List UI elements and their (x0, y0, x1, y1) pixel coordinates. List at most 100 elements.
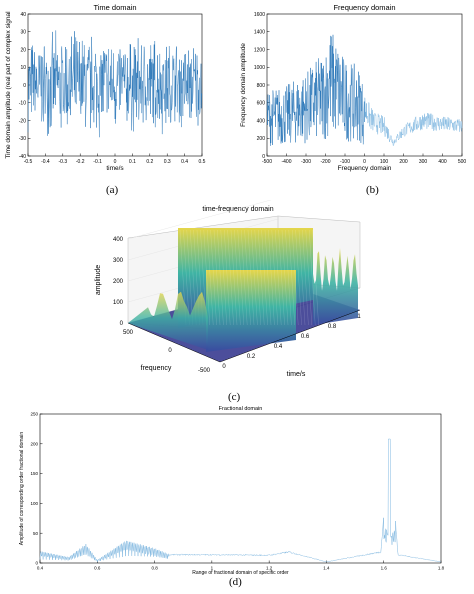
x-tick-label: 0.2 (146, 159, 153, 165)
surface-stripe (309, 229, 316, 326)
x-axis-label: time/s (106, 165, 124, 172)
surface-stripe (305, 229, 312, 326)
surface-stripe (217, 229, 224, 326)
surface-stripe (275, 229, 282, 326)
y-tick-label: 0 (35, 561, 38, 566)
x-tick-label: 1 (211, 566, 214, 571)
surface-stripe (241, 229, 248, 326)
x-tick-label: 0.4 (181, 159, 188, 165)
caption-b: (b) (366, 184, 379, 196)
surface-stripe (244, 229, 251, 326)
time-axis-label: time/s (287, 371, 306, 378)
x-tick-label: -0.5 (24, 159, 33, 165)
surface-left-waves (128, 291, 208, 350)
x-tick-label: 0 (114, 159, 117, 165)
surface-stripe (264, 229, 272, 326)
y-tick-label: -20 (19, 118, 26, 124)
surface-stripe (258, 229, 265, 326)
y-tick-label: 0 (23, 83, 26, 89)
time-tick-label: 0.2 (247, 354, 256, 360)
surface-stripe (312, 229, 319, 326)
x-tick-label: -0.1 (93, 159, 102, 165)
surface-stripe (295, 229, 302, 326)
caption-d: (d) (229, 576, 242, 588)
plot-frame (39, 413, 442, 564)
x-tick-label: 0.5 (199, 159, 206, 165)
surface-ridges (313, 248, 358, 325)
fractional-domain-chart: 0.4 0.6 0.8 1 1.2 1.4 1.6 1.8 0 50 100 150 200 250 Fra… (19, 406, 445, 576)
time-frequency-chart: time-frequency domain0100200300400amplit… (95, 200, 361, 378)
x-tick-label: 0 (363, 159, 366, 165)
y-tick-label: 200 (257, 136, 266, 142)
surface-stripe (220, 229, 227, 326)
y-tick-label: 600 (257, 101, 266, 107)
z-tick-label: 100 (113, 300, 124, 306)
x-tick-label: 1.2 (266, 566, 273, 571)
time-tick-label: 0 (222, 364, 226, 370)
surface-stripe (292, 229, 299, 326)
y-tick-label: 250 (30, 412, 38, 417)
surface-stripe (302, 229, 309, 326)
plot-frame (266, 13, 463, 157)
z-tick-label: 300 (113, 258, 124, 264)
caption-c: (c) (228, 391, 241, 403)
surface-stripe (298, 229, 306, 326)
surface-stripe (237, 229, 244, 326)
y-tick-label: 100 (30, 501, 38, 506)
surface-stripe (247, 229, 255, 326)
z-tick-label: 200 (113, 279, 124, 285)
surface-stripe (254, 229, 261, 326)
x-tick-label: 0.3 (164, 159, 171, 165)
x-axis-label: Frequency domain (338, 165, 392, 172)
surface-stripe (203, 229, 210, 326)
z-tick-label: 400 (113, 237, 124, 243)
x-tick-label: -300 (301, 159, 311, 165)
surface-stripe (227, 229, 234, 326)
y-axis-label: Amplitude of corresponding order fractio… (19, 432, 25, 546)
y-tick-label: 800 (257, 83, 266, 89)
frequency-tick-label: 500 (123, 330, 134, 336)
frequency-axis-line (127, 322, 221, 363)
y-tick-label: 40 (20, 12, 26, 18)
surface-stripe (278, 229, 285, 326)
z-tick-label: 0 (120, 321, 124, 327)
surface-stripe (183, 229, 190, 326)
time-tick-label: 1 (357, 314, 361, 320)
surface-stripe (207, 229, 214, 326)
y-tick-label: -40 (19, 154, 26, 160)
x-axis-label: Range of fractional domain of specific o… (192, 570, 289, 576)
caption-a: (a) (106, 184, 119, 196)
time-tick-label: 0.8 (328, 324, 337, 330)
x-tick-label: -400 (281, 159, 291, 165)
x-tick-label: 0.4 (37, 566, 44, 571)
x-tick-label: 1.8 (438, 566, 445, 571)
y-tick-label: 10 (20, 65, 26, 71)
surface-stripe (213, 229, 221, 326)
frequency-domain-chart: -500 -400 -300 -200 -100 0 100 200 300 400 500 0 200… (240, 3, 467, 172)
x-tick-label: 0.6 (94, 566, 101, 571)
time-tick-label: 0.6 (301, 334, 310, 340)
y-tick-label: -30 (19, 136, 26, 142)
surface-stripe (210, 229, 217, 326)
time-tick-label: 0.4 (274, 344, 283, 350)
y-tick-label: 1600 (254, 12, 265, 18)
z-grid-line (127, 200, 272, 240)
surface-stripe (271, 229, 278, 326)
y-tick-label: 0 (262, 154, 265, 160)
x-tick-label: 0.1 (129, 159, 136, 165)
y-tick-label: 1200 (254, 47, 265, 53)
surface-stripe (281, 229, 289, 326)
surface-stripe (186, 229, 193, 326)
y-tick-label: 1400 (254, 30, 265, 36)
fractional-line (39, 438, 442, 563)
x-tick-label: -200 (320, 159, 330, 165)
x-tick-label: 500 (458, 159, 467, 165)
surface-stripe (251, 229, 258, 326)
time-axis-line (219, 309, 361, 363)
y-tick-label: 150 (30, 471, 38, 476)
spectrum-line-negative (266, 34, 367, 146)
signal-line (27, 30, 203, 138)
x-tick-label: -0.3 (58, 159, 67, 165)
x-tick-label: -0.4 (41, 159, 50, 165)
y-tick-label: 50 (33, 531, 39, 536)
